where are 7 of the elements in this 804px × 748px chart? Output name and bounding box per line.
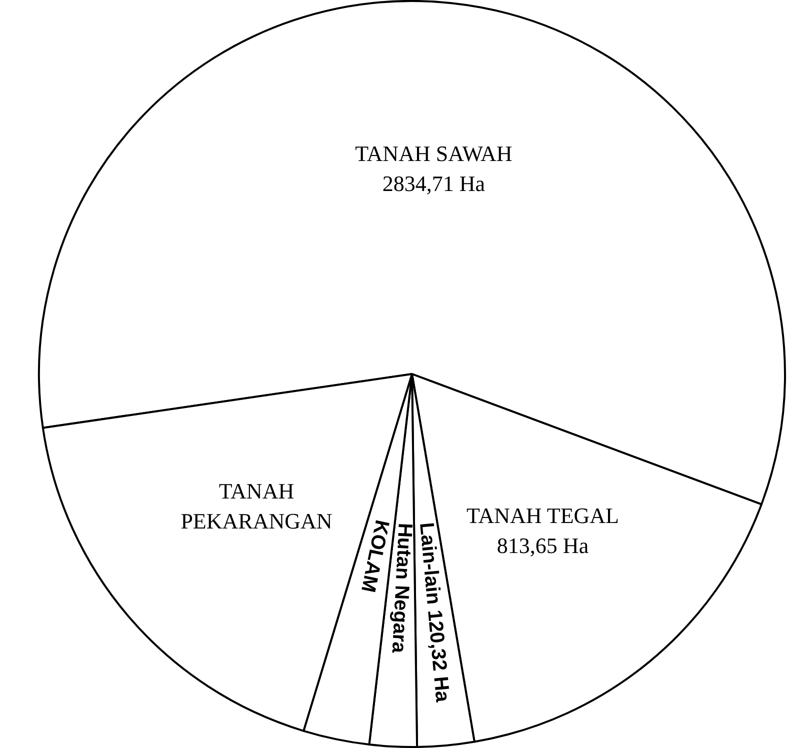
- slice-label: Lain-lain 120,32 Ha: [415, 522, 454, 704]
- data-label: 813,65 Ha: [496, 532, 589, 558]
- slice-label: TANAH TEGAL: [466, 502, 619, 528]
- slice-label: TANAH SAWAH: [355, 140, 512, 166]
- slice-label: TANAH PEKARANGAN: [180, 478, 332, 534]
- slice-label: KOLAM: [356, 518, 393, 594]
- data-label: 2834,71 Ha: [382, 170, 486, 196]
